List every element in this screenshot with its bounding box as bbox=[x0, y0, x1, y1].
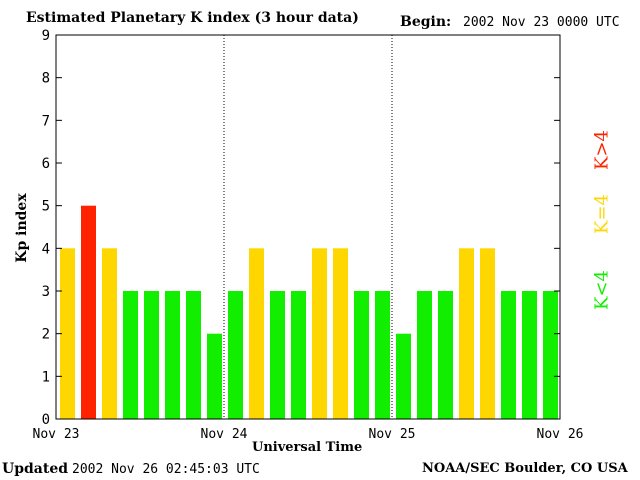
kp-bar bbox=[144, 291, 159, 419]
kp-bar bbox=[480, 248, 495, 419]
kp-bar bbox=[333, 248, 348, 419]
kp-bar bbox=[228, 291, 243, 419]
y-tick-label: 8 bbox=[42, 71, 50, 87]
x-tick-label: Nov 26 bbox=[537, 427, 584, 442]
y-tick-label: 5 bbox=[42, 199, 50, 215]
kp-bar bbox=[417, 291, 432, 419]
kp-bar bbox=[81, 205, 96, 419]
begin-label: Begin: bbox=[400, 14, 452, 30]
kp-bar bbox=[291, 291, 306, 419]
kp-bar bbox=[102, 248, 117, 419]
y-tick-label: 1 bbox=[42, 369, 50, 385]
kp-bar bbox=[249, 248, 264, 419]
legend-high: K>4 bbox=[591, 130, 613, 170]
x-tick-label: Nov 23 bbox=[33, 427, 80, 442]
y-axis-label: Kp index bbox=[14, 193, 30, 263]
legend-mid: K=4 bbox=[591, 194, 613, 234]
kp-bar bbox=[123, 291, 138, 419]
kp-bar bbox=[186, 291, 201, 419]
y-tick-label: 7 bbox=[42, 113, 50, 129]
kp-bar bbox=[522, 291, 537, 419]
begin-value: 2002 Nov 23 0000 UTC bbox=[463, 15, 620, 30]
x-tick-label: Nov 24 bbox=[201, 427, 248, 442]
updated-label: Updated bbox=[2, 461, 69, 477]
y-tick-label: 4 bbox=[42, 241, 50, 257]
kp-bar bbox=[270, 291, 285, 419]
kp-bar bbox=[543, 291, 558, 419]
x-axis: Nov 23 Nov 24 Nov 25 Nov 26 bbox=[33, 35, 584, 442]
kp-bar bbox=[501, 291, 516, 419]
updated-value: 2002 Nov 26 02:45:03 UTC bbox=[72, 462, 260, 477]
y-tick-label: 9 bbox=[42, 28, 50, 44]
legend-low: K<4 bbox=[591, 270, 613, 310]
y-tick-label: 0 bbox=[42, 412, 50, 428]
kp-bar bbox=[207, 333, 222, 419]
x-axis-label: Universal Time bbox=[252, 440, 363, 455]
y-tick-label: 6 bbox=[42, 156, 50, 172]
y-tick-label: 3 bbox=[42, 284, 50, 300]
kp-bar bbox=[312, 248, 327, 419]
chart-title: Estimated Planetary K index (3 hour data… bbox=[26, 10, 359, 26]
kp-bar bbox=[60, 248, 75, 419]
x-tick-label: Nov 25 bbox=[369, 427, 416, 442]
kp-bar bbox=[459, 248, 474, 419]
y-tick-label: 2 bbox=[42, 327, 50, 343]
kp-bar bbox=[354, 291, 369, 419]
bar-group bbox=[60, 205, 558, 419]
source-credit: NOAA/SEC Boulder, CO USA bbox=[422, 461, 628, 476]
plot-frame bbox=[55, 34, 561, 420]
kp-bar bbox=[438, 291, 453, 419]
kp-bar bbox=[165, 291, 180, 419]
kp-bar bbox=[375, 291, 390, 419]
kp-bar bbox=[396, 333, 411, 419]
